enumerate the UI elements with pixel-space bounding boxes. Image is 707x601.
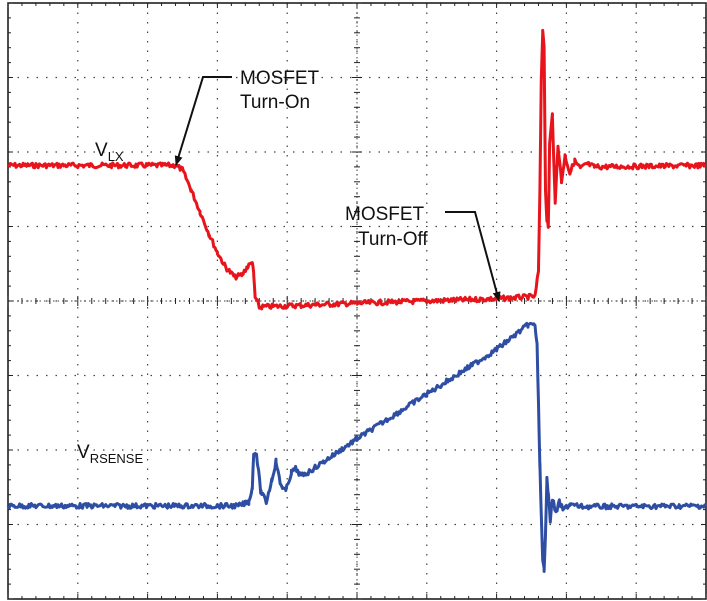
vlx-label-main: V <box>95 140 108 161</box>
annotation-turn-on-arrow <box>174 76 232 166</box>
annotation-turn-off-arrow <box>445 211 501 302</box>
vrsense-label-main: V <box>77 442 90 463</box>
annotation-turn-on-line1: MOSFET <box>240 68 320 89</box>
annotation-turn-on: MOSFET Turn-On <box>174 68 320 166</box>
vrsense-label: VRSENSE <box>77 442 143 466</box>
annotation-turn-off: MOSFET Turn-Off <box>345 204 501 302</box>
vrsense-label-sub: RSENSE <box>90 451 144 466</box>
grid <box>7 2 707 600</box>
annotation-turn-off-line1: MOSFET <box>345 204 425 225</box>
series-vrsense-line <box>6 321 707 573</box>
traces <box>6 28 707 573</box>
annotation-turn-on-line2: Turn-On <box>240 92 310 113</box>
series-vlx-line <box>7 28 707 311</box>
annotation-turn-off-line2: Turn-Off <box>358 229 428 250</box>
vlx-label: VLX <box>95 140 124 164</box>
vlx-label-sub: LX <box>108 149 124 164</box>
